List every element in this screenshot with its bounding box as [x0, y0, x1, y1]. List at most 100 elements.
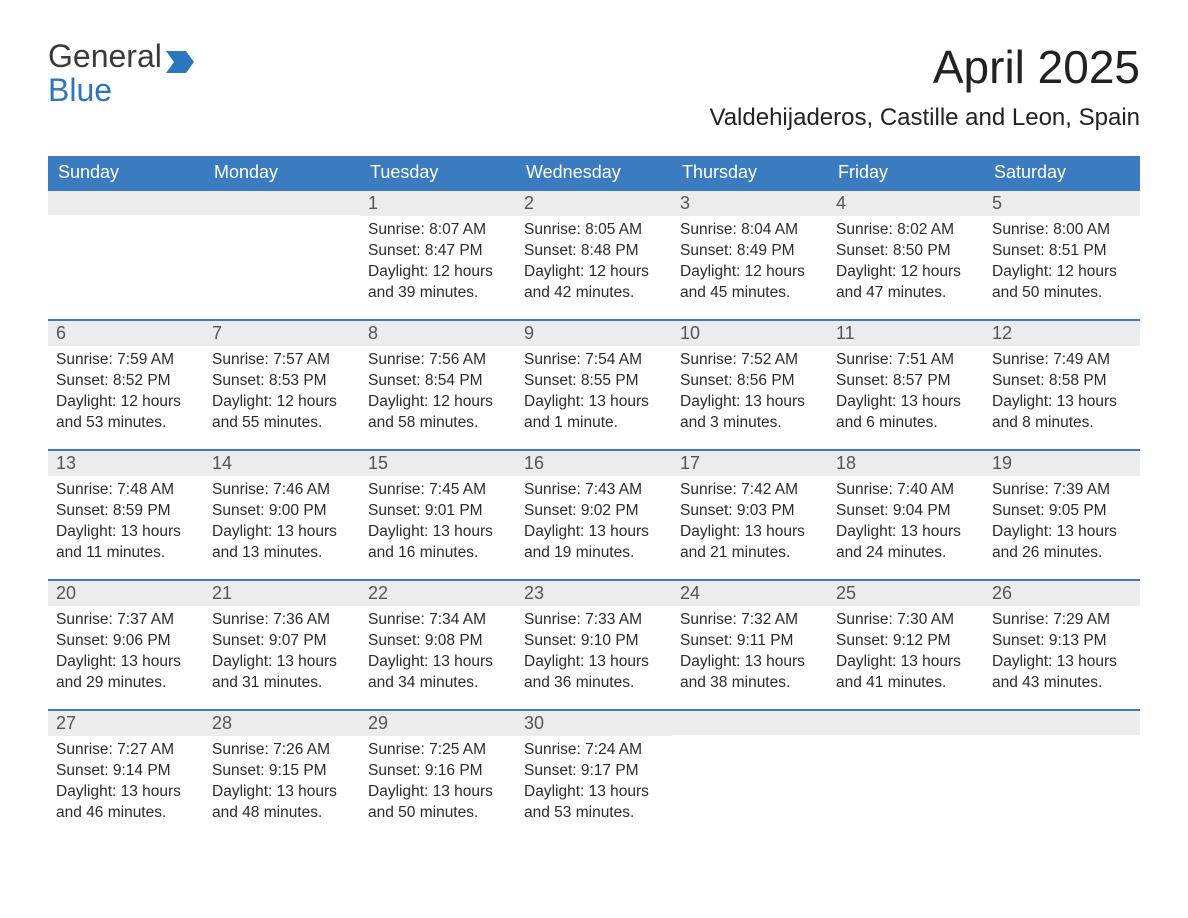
daylight-line1: Daylight: 13 hours [524, 652, 664, 673]
sunset: Sunset: 8:51 PM [992, 241, 1132, 262]
daylight-line1: Daylight: 13 hours [56, 522, 196, 543]
daylight-line2: and 3 minutes. [680, 413, 820, 434]
day-body: Sunrise: 7:37 AMSunset: 9:06 PMDaylight:… [48, 606, 204, 702]
daylight-line2: and 53 minutes. [524, 803, 664, 824]
day-cell: 4Sunrise: 8:02 AMSunset: 8:50 PMDaylight… [828, 191, 984, 319]
month-title: April 2025 [709, 40, 1140, 94]
day-cell: 22Sunrise: 7:34 AMSunset: 9:08 PMDayligh… [360, 581, 516, 709]
day-body: Sunrise: 7:33 AMSunset: 9:10 PMDaylight:… [516, 606, 672, 702]
sunrise: Sunrise: 7:24 AM [524, 740, 664, 761]
sunrise: Sunrise: 7:25 AM [368, 740, 508, 761]
sunset: Sunset: 9:00 PM [212, 501, 352, 522]
sunrise: Sunrise: 7:26 AM [212, 740, 352, 761]
day-number: 21 [204, 581, 360, 606]
sunset: Sunset: 9:01 PM [368, 501, 508, 522]
daylight-line1: Daylight: 12 hours [992, 262, 1132, 283]
sunrise: Sunrise: 7:36 AM [212, 610, 352, 631]
title-block: April 2025 Valdehijaderos, Castille and … [709, 40, 1140, 132]
daylight-line2: and 42 minutes. [524, 283, 664, 304]
day-body: Sunrise: 8:00 AMSunset: 8:51 PMDaylight:… [984, 216, 1140, 312]
daylight-line2: and 16 minutes. [368, 543, 508, 564]
day-number: 4 [828, 191, 984, 216]
daylight-line1: Daylight: 12 hours [680, 262, 820, 283]
daylight-line2: and 1 minute. [524, 413, 664, 434]
sunrise: Sunrise: 7:30 AM [836, 610, 976, 631]
daylight-line1: Daylight: 13 hours [524, 782, 664, 803]
day-cell: 7Sunrise: 7:57 AMSunset: 8:53 PMDaylight… [204, 321, 360, 449]
daylight-line1: Daylight: 13 hours [56, 652, 196, 673]
day-cell: 6Sunrise: 7:59 AMSunset: 8:52 PMDaylight… [48, 321, 204, 449]
sunset: Sunset: 9:11 PM [680, 631, 820, 652]
daylight-line2: and 21 minutes. [680, 543, 820, 564]
dow-thursday: Thursday [672, 156, 828, 189]
day-number: 3 [672, 191, 828, 216]
day-number: 1 [360, 191, 516, 216]
day-number [204, 191, 360, 215]
sunrise: Sunrise: 8:00 AM [992, 220, 1132, 241]
day-cell: 20Sunrise: 7:37 AMSunset: 9:06 PMDayligh… [48, 581, 204, 709]
sunrise: Sunrise: 7:40 AM [836, 480, 976, 501]
daylight-line2: and 50 minutes. [368, 803, 508, 824]
day-body: Sunrise: 8:07 AMSunset: 8:47 PMDaylight:… [360, 216, 516, 312]
dow-monday: Monday [204, 156, 360, 189]
day-cell: 23Sunrise: 7:33 AMSunset: 9:10 PMDayligh… [516, 581, 672, 709]
sunrise: Sunrise: 7:49 AM [992, 350, 1132, 371]
sunset: Sunset: 9:12 PM [836, 631, 976, 652]
daylight-line2: and 36 minutes. [524, 673, 664, 694]
daylight-line2: and 6 minutes. [836, 413, 976, 434]
daylight-line2: and 13 minutes. [212, 543, 352, 564]
sunrise: Sunrise: 7:54 AM [524, 350, 664, 371]
sunset: Sunset: 8:57 PM [836, 371, 976, 392]
dow-tuesday: Tuesday [360, 156, 516, 189]
daylight-line2: and 34 minutes. [368, 673, 508, 694]
day-cell: 1Sunrise: 8:07 AMSunset: 8:47 PMDaylight… [360, 191, 516, 319]
weeks-container: 1Sunrise: 8:07 AMSunset: 8:47 PMDaylight… [48, 189, 1140, 839]
day-body: Sunrise: 7:42 AMSunset: 9:03 PMDaylight:… [672, 476, 828, 572]
day-cell [984, 711, 1140, 839]
day-body: Sunrise: 7:48 AMSunset: 8:59 PMDaylight:… [48, 476, 204, 572]
sunset: Sunset: 8:49 PM [680, 241, 820, 262]
sunrise: Sunrise: 7:27 AM [56, 740, 196, 761]
brand-word1: General [48, 40, 162, 74]
location: Valdehijaderos, Castille and Leon, Spain [709, 104, 1140, 132]
day-number: 29 [360, 711, 516, 736]
day-number: 5 [984, 191, 1140, 216]
day-body: Sunrise: 7:26 AMSunset: 9:15 PMDaylight:… [204, 736, 360, 832]
daylight-line1: Daylight: 13 hours [212, 782, 352, 803]
day-number: 23 [516, 581, 672, 606]
sunset: Sunset: 9:15 PM [212, 761, 352, 782]
daylight-line1: Daylight: 13 hours [368, 652, 508, 673]
day-body: Sunrise: 8:05 AMSunset: 8:48 PMDaylight:… [516, 216, 672, 312]
sunrise: Sunrise: 7:39 AM [992, 480, 1132, 501]
daylight-line1: Daylight: 12 hours [56, 392, 196, 413]
day-body: Sunrise: 7:40 AMSunset: 9:04 PMDaylight:… [828, 476, 984, 572]
sunset: Sunset: 9:13 PM [992, 631, 1132, 652]
dow-wednesday: Wednesday [516, 156, 672, 189]
day-cell: 13Sunrise: 7:48 AMSunset: 8:59 PMDayligh… [48, 451, 204, 579]
daylight-line2: and 24 minutes. [836, 543, 976, 564]
sunset: Sunset: 9:03 PM [680, 501, 820, 522]
daylight-line2: and 31 minutes. [212, 673, 352, 694]
sunset: Sunset: 9:10 PM [524, 631, 664, 652]
sunrise: Sunrise: 8:07 AM [368, 220, 508, 241]
day-body: Sunrise: 7:24 AMSunset: 9:17 PMDaylight:… [516, 736, 672, 832]
day-number: 20 [48, 581, 204, 606]
daylight-line1: Daylight: 13 hours [212, 522, 352, 543]
daylight-line1: Daylight: 13 hours [56, 782, 196, 803]
sunset: Sunset: 8:58 PM [992, 371, 1132, 392]
day-body: Sunrise: 7:56 AMSunset: 8:54 PMDaylight:… [360, 346, 516, 442]
day-number: 18 [828, 451, 984, 476]
sunrise: Sunrise: 7:59 AM [56, 350, 196, 371]
day-number: 22 [360, 581, 516, 606]
daylight-line2: and 55 minutes. [212, 413, 352, 434]
days-of-week-header: Sunday Monday Tuesday Wednesday Thursday… [48, 156, 1140, 189]
sunset: Sunset: 9:04 PM [836, 501, 976, 522]
day-number: 19 [984, 451, 1140, 476]
daylight-line2: and 11 minutes. [56, 543, 196, 564]
week-row: 27Sunrise: 7:27 AMSunset: 9:14 PMDayligh… [48, 709, 1140, 839]
daylight-line2: and 8 minutes. [992, 413, 1132, 434]
day-cell: 28Sunrise: 7:26 AMSunset: 9:15 PMDayligh… [204, 711, 360, 839]
daylight-line2: and 48 minutes. [212, 803, 352, 824]
daylight-line2: and 45 minutes. [680, 283, 820, 304]
day-cell: 19Sunrise: 7:39 AMSunset: 9:05 PMDayligh… [984, 451, 1140, 579]
